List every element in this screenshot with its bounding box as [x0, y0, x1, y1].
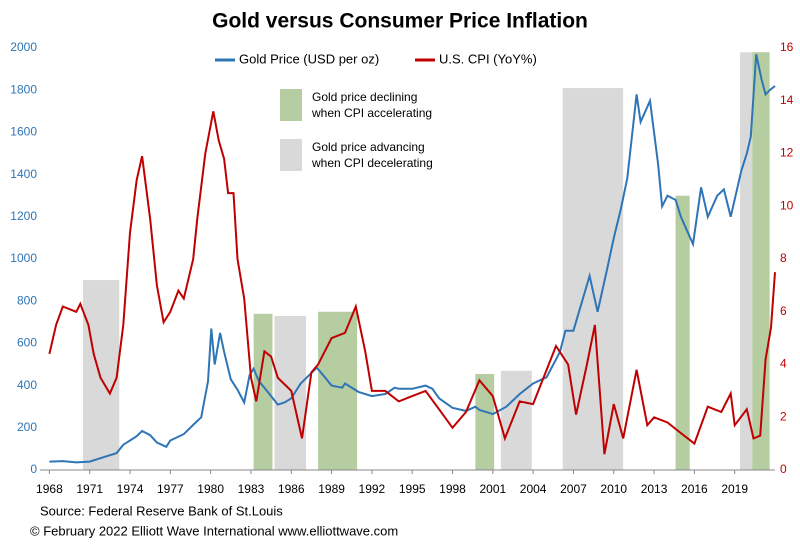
legend-label: when CPI decelerating — [311, 156, 433, 170]
x-tick-label: 1974 — [117, 482, 144, 496]
y-tick-label: 400 — [17, 378, 37, 392]
legend-label: U.S. CPI (YoY%) — [439, 51, 537, 66]
x-tick-label: 1998 — [439, 482, 466, 496]
shaded-period — [475, 373, 495, 470]
x-tick-label: 1992 — [359, 482, 386, 496]
legend-label: Gold price advancing — [312, 140, 425, 154]
chart-title: Gold versus Consumer Price Inflation — [212, 10, 588, 33]
legend-label: Gold price declining — [312, 90, 417, 104]
x-tick-label: 2019 — [721, 482, 748, 496]
credit: © February 2022 Elliott Wave Internation… — [30, 523, 398, 538]
shaded-period — [740, 52, 753, 470]
y2-tick-label: 14 — [780, 93, 794, 107]
y-tick-label: 0 — [30, 462, 37, 476]
y-tick-label: 1800 — [10, 82, 37, 96]
x-tick-label: 2007 — [560, 482, 587, 496]
x-tick-label: 2001 — [479, 482, 506, 496]
legend-swatch — [280, 139, 302, 171]
x-tick-label: 1983 — [238, 482, 265, 496]
shaded-period — [675, 195, 690, 470]
legend-swatch — [280, 89, 302, 121]
y-tick-label: 1400 — [10, 167, 37, 181]
x-tick-label: 1968 — [36, 482, 63, 496]
shaded-period — [562, 88, 624, 470]
legend-label: Gold Price (USD per oz) — [239, 51, 379, 66]
x-tick-label: 1971 — [76, 482, 103, 496]
x-tick-label: 2010 — [600, 482, 627, 496]
legend-label: when CPI accelerating — [311, 106, 432, 120]
shaded-period — [752, 52, 770, 470]
x-tick-label: 1977 — [157, 482, 184, 496]
y-tick-label: 200 — [17, 420, 37, 434]
shaded-period — [318, 311, 358, 470]
shaded-period — [253, 313, 273, 470]
y2-tick-label: 8 — [780, 251, 787, 265]
y-tick-label: 1600 — [10, 125, 37, 139]
y-tick-label: 1200 — [10, 209, 37, 223]
shaded-period — [500, 370, 532, 470]
x-tick-label: 2004 — [520, 482, 547, 496]
y2-tick-label: 10 — [780, 198, 794, 212]
shaded-period — [82, 280, 120, 470]
y2-tick-label: 12 — [780, 146, 794, 160]
source: Source: Federal Reserve Bank of St.Louis — [40, 503, 283, 518]
y-tick-label: 2000 — [10, 40, 37, 54]
shaded-period — [274, 315, 307, 470]
x-tick-label: 1989 — [318, 482, 345, 496]
y-tick-label: 600 — [17, 336, 37, 350]
x-tick-label: 1980 — [197, 482, 224, 496]
y2-tick-label: 6 — [780, 304, 787, 318]
y2-tick-label: 2 — [780, 409, 787, 423]
y-tick-label: 800 — [17, 293, 37, 307]
y2-tick-label: 16 — [780, 40, 794, 54]
x-tick-label: 2013 — [641, 482, 668, 496]
y2-tick-label: 0 — [780, 462, 787, 476]
line — [48, 111, 776, 455]
line — [49, 54, 776, 464]
x-tick-label: 2016 — [681, 482, 708, 496]
y2-tick-label: 4 — [780, 357, 787, 371]
x-tick-label: 1995 — [399, 482, 426, 496]
y-tick-label: 1000 — [10, 251, 37, 265]
x-tick-label: 1986 — [278, 482, 305, 496]
